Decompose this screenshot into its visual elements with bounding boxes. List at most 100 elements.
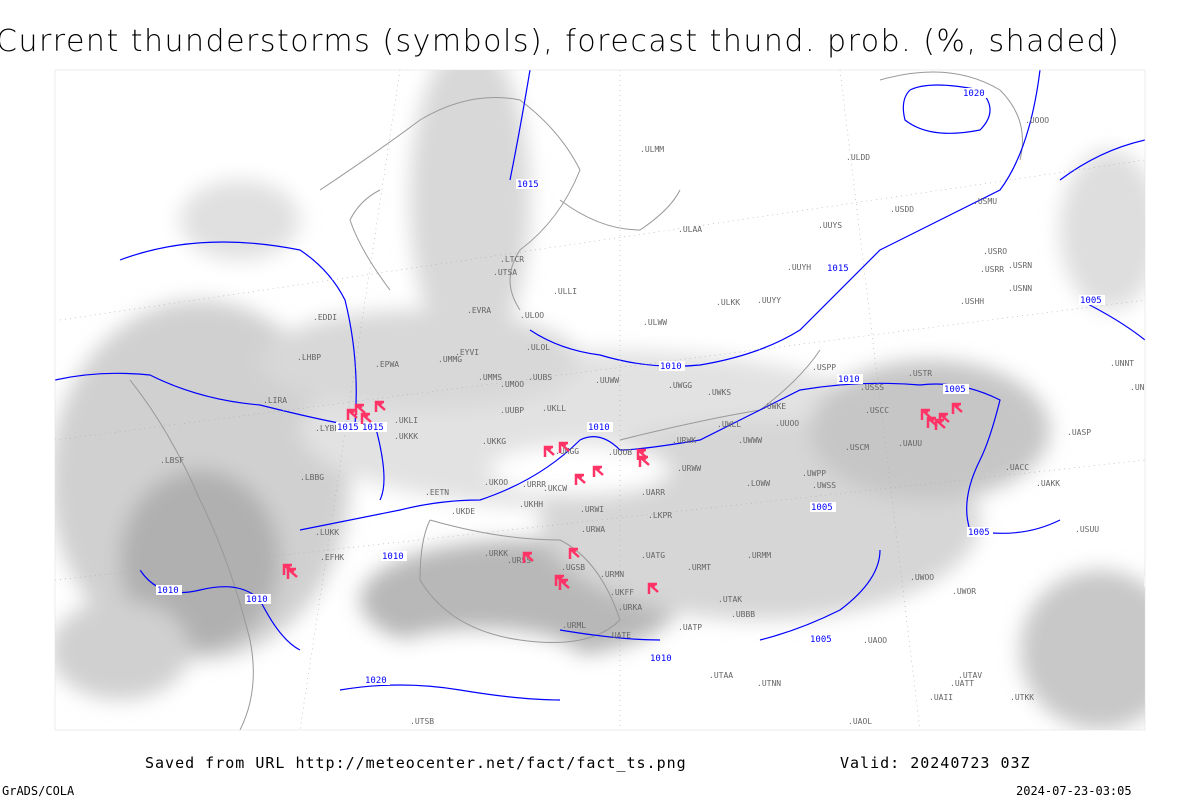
station-label: .URMN bbox=[600, 570, 624, 579]
isobar-label: 1020 bbox=[365, 676, 387, 686]
thunderstorm-symbol bbox=[647, 582, 659, 594]
station-label: .EDDI bbox=[313, 313, 337, 322]
station-label: .LUKK bbox=[315, 528, 339, 537]
station-label: .UAKK bbox=[1036, 479, 1060, 488]
station-label: .UKLI bbox=[394, 416, 418, 425]
station-label: .UKCW bbox=[543, 484, 567, 493]
station-label: .USCC bbox=[865, 406, 889, 415]
station-label: .UMOO bbox=[500, 380, 524, 389]
station-label: .UAUU bbox=[898, 439, 922, 448]
saved-from-url: Saved from URL http://meteocenter.net/fa… bbox=[145, 754, 687, 772]
station-label: .ULAA bbox=[678, 225, 702, 234]
station-label: .EPWA bbox=[375, 360, 399, 369]
station-label: .USCM bbox=[845, 443, 869, 452]
station-label: .USRN bbox=[1008, 261, 1032, 270]
station-label: .ULOL bbox=[526, 343, 550, 352]
isobar-label: 1015 bbox=[337, 423, 359, 433]
isobar-label: 1010 bbox=[660, 362, 682, 372]
station-label: .USNN bbox=[1008, 284, 1032, 293]
station-label: .URML bbox=[562, 621, 586, 630]
station-label: .UWOR bbox=[952, 587, 976, 596]
station-label: .UKOO bbox=[484, 478, 508, 487]
station-label: .UACC bbox=[1005, 463, 1029, 472]
thunderstorm-symbol bbox=[558, 441, 570, 453]
station-label: .UUYH bbox=[787, 263, 811, 272]
chart-title: Current thunderstorms (symbols), forecas… bbox=[0, 24, 1121, 59]
isobar-label: 1005 bbox=[1080, 296, 1102, 306]
station-label: .URWK bbox=[672, 436, 696, 445]
station-label: .UATP bbox=[678, 623, 702, 632]
thunderstorm-symbol bbox=[951, 402, 963, 414]
station-label: .LHBP bbox=[297, 353, 321, 362]
station-label: .UWLL bbox=[717, 420, 741, 429]
station-label: .UAOO bbox=[863, 636, 887, 645]
station-label: .UWGG bbox=[668, 381, 692, 390]
station-label: .UKHH bbox=[519, 500, 543, 509]
station-label: .UWOO bbox=[910, 573, 934, 582]
grid-lines bbox=[55, 70, 1145, 730]
station-label: .UMGG bbox=[555, 447, 579, 456]
station-label: .LBBG bbox=[300, 473, 324, 482]
thunderstorm-symbol bbox=[568, 547, 580, 559]
station-label: .UNNT bbox=[1110, 359, 1134, 368]
station-label: .UATT bbox=[950, 679, 974, 688]
station-label: .EYVI bbox=[455, 348, 479, 357]
thunderstorm-symbol bbox=[938, 412, 950, 424]
station-label: .UTAK bbox=[718, 595, 742, 604]
station-label: .LTCR bbox=[500, 255, 524, 264]
station-label: .ULKK bbox=[716, 298, 740, 307]
isobar-label: 1005 bbox=[811, 503, 833, 513]
station-label: .LIRA bbox=[263, 396, 287, 405]
generation-timestamp: 2024-07-23-03:05 bbox=[1016, 784, 1132, 798]
station-label: .UKLL bbox=[542, 404, 566, 413]
station-label: .URWI bbox=[580, 505, 604, 514]
station-label: .URKK bbox=[484, 549, 508, 558]
isobar-label: 1010 bbox=[157, 586, 179, 596]
station-label: .UUOO bbox=[775, 419, 799, 428]
station-label: .UWWW bbox=[738, 436, 762, 445]
isobar-label: 1015 bbox=[517, 180, 539, 190]
station-label: .UWKE bbox=[762, 402, 786, 411]
station-label: .UAOL bbox=[848, 717, 872, 726]
station-label: .UKFF bbox=[610, 588, 634, 597]
map-frame bbox=[54, 69, 1146, 731]
station-label: .URWW bbox=[677, 464, 701, 473]
isobar-label: 1010 bbox=[588, 423, 610, 433]
station-label: .UKKK bbox=[394, 432, 418, 441]
station-label: .UMMG bbox=[438, 355, 462, 364]
station-label: .URWA bbox=[581, 525, 605, 534]
station-label: .LOWW bbox=[746, 479, 770, 488]
station-label: .UTAV bbox=[958, 671, 982, 680]
station-label: .LKPR bbox=[648, 511, 672, 520]
station-label: .USHH bbox=[960, 297, 984, 306]
isobar-label: 1005 bbox=[810, 635, 832, 645]
isobar-label: 1010 bbox=[246, 595, 268, 605]
thunderstorm-symbol bbox=[354, 403, 366, 415]
station-label: .UUBS bbox=[528, 373, 552, 382]
thunderstorm-symbol bbox=[286, 567, 298, 579]
coastlines bbox=[129, 71, 1023, 730]
station-label: .UUWW bbox=[595, 376, 619, 385]
thunderstorm-symbol bbox=[374, 400, 386, 412]
valid-time: Valid: 20240723 03Z bbox=[840, 754, 1031, 772]
thunderstorm-symbols bbox=[282, 400, 963, 594]
station-label: .UGSB bbox=[561, 563, 585, 572]
isobar-label: 1015 bbox=[362, 423, 384, 433]
station-label: .USRO bbox=[983, 247, 1007, 256]
station-label: .URMT bbox=[687, 563, 711, 572]
station-label: .EVRA bbox=[467, 306, 491, 315]
thunderstorm-symbol bbox=[638, 455, 650, 467]
station-label: .USRR bbox=[980, 265, 1004, 274]
isobars bbox=[55, 70, 1145, 701]
station-label: .UWKS bbox=[707, 388, 731, 397]
station-label: .URKA bbox=[618, 603, 642, 612]
station-label: .UWSS bbox=[812, 481, 836, 490]
station-label: .ULOO bbox=[520, 311, 544, 320]
station-label: .LYBE bbox=[315, 424, 339, 433]
station-label: .UMMS bbox=[478, 373, 502, 382]
station-label: .USPP bbox=[812, 363, 836, 372]
station-label: .USUU bbox=[1075, 525, 1099, 534]
station-label: .ULDD bbox=[846, 153, 870, 162]
